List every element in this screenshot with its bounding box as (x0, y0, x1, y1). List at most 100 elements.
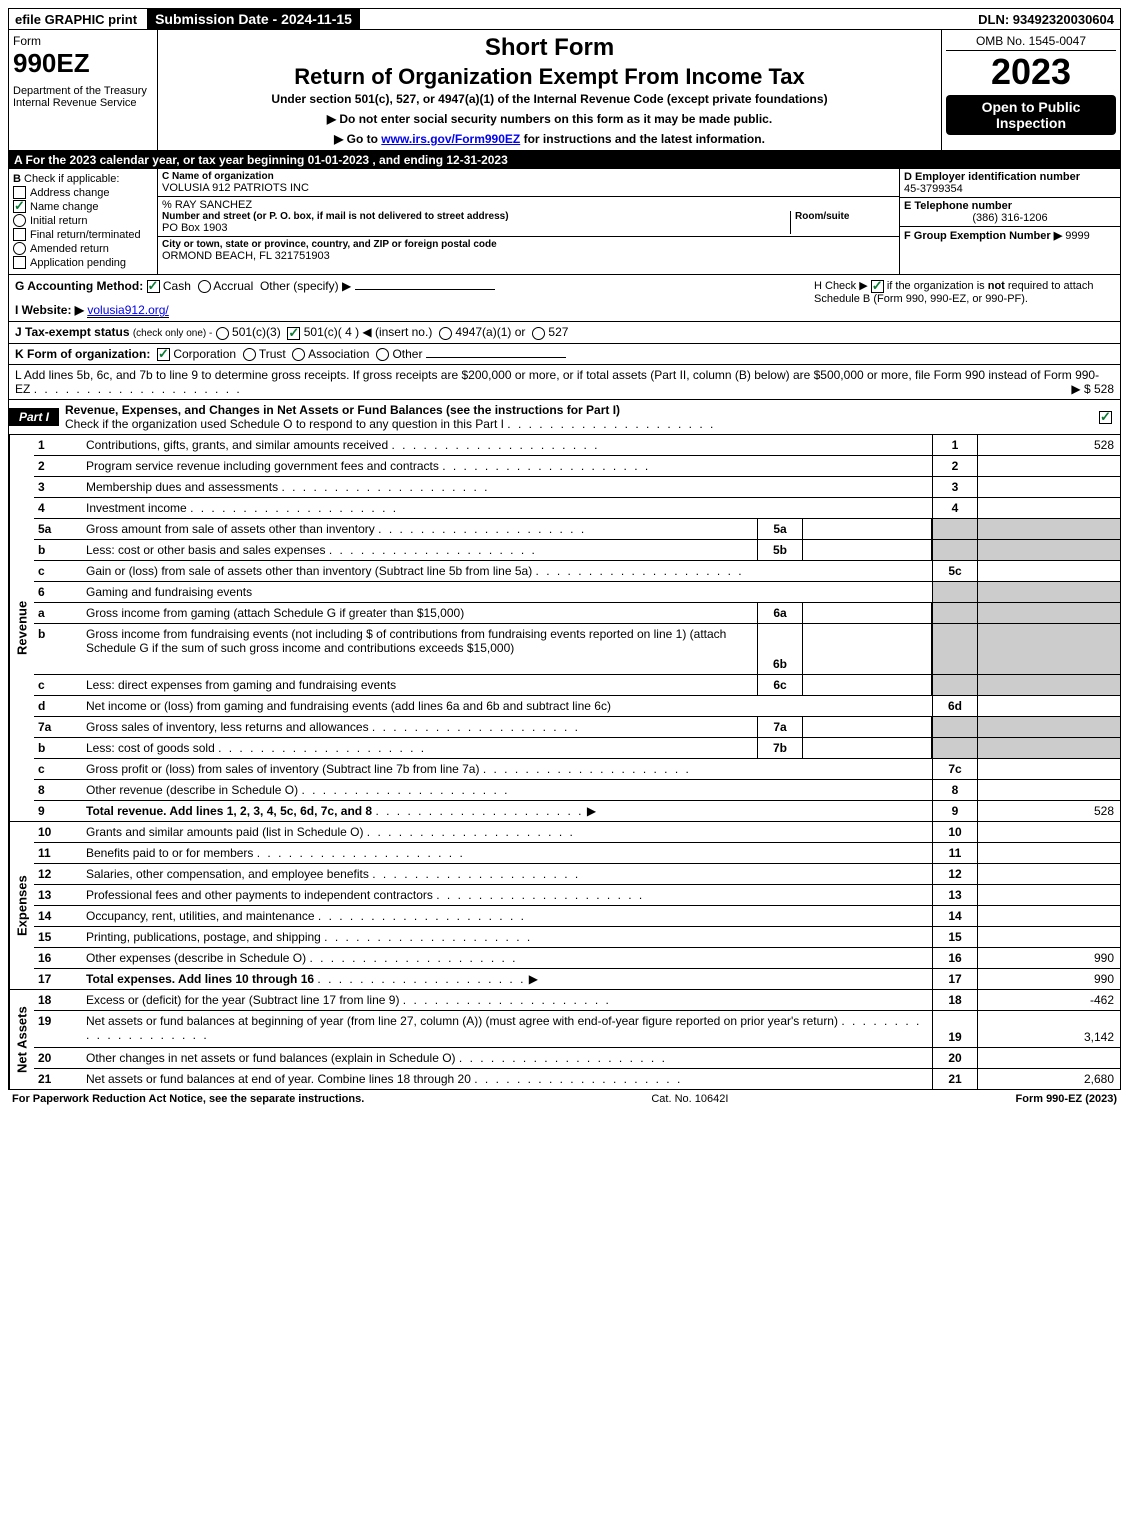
footer-right: Form 990-EZ (2023) (1016, 1093, 1118, 1105)
rb-trust[interactable] (243, 348, 256, 361)
ln10-val (977, 822, 1120, 842)
h-label: H Check ▶ (814, 280, 868, 292)
rb-association[interactable] (292, 348, 305, 361)
ln19-rn: 19 (932, 1011, 977, 1047)
ln21-desc: Net assets or fund balances at end of ye… (86, 1072, 471, 1086)
b-check-label: Check if applicable: (24, 173, 119, 185)
ln11-desc: Benefits paid to or for members (86, 846, 253, 860)
org-name: VOLUSIA 912 PATRIOTS INC (162, 182, 895, 194)
cb-accrual[interactable] (198, 280, 211, 293)
revenue-section: Revenue 1Contributions, gifts, grants, a… (8, 435, 1121, 822)
ln15-rn: 15 (932, 927, 977, 947)
cb-schedule-o[interactable] (1099, 411, 1112, 424)
rb-527[interactable] (532, 327, 545, 340)
ln5a-sub: 5a (757, 519, 803, 539)
ln19-desc: Net assets or fund balances at beginning… (86, 1014, 838, 1028)
irs-link[interactable]: www.irs.gov/Form990EZ (381, 132, 520, 146)
cb-initial-return[interactable] (13, 214, 26, 227)
ln16-val: 990 (977, 948, 1120, 968)
rb-501c3[interactable] (216, 327, 229, 340)
ln10-num: 10 (34, 822, 82, 842)
ln16-num: 16 (34, 948, 82, 968)
ln8-desc: Other revenue (describe in Schedule O) (86, 783, 298, 797)
ln6c-desc: Less: direct expenses from gaming and fu… (86, 678, 396, 692)
ln7c-desc: Gross profit or (loss) from sales of inv… (86, 762, 479, 776)
ln10-desc: Grants and similar amounts paid (list in… (86, 825, 363, 839)
ln7c-val (977, 759, 1120, 779)
ln17-num: 17 (34, 969, 82, 989)
street-label: Number and street (or P. O. box, if mail… (162, 211, 790, 222)
rb-other[interactable] (376, 348, 389, 361)
street: PO Box 1903 (162, 222, 790, 234)
ln17-desc: Total expenses. Add lines 10 through 16 (86, 972, 314, 986)
cb-schedule-b[interactable] (871, 280, 884, 293)
cb-label-initial: Initial return (30, 215, 87, 227)
ln4-rn: 4 (932, 498, 977, 518)
website-link[interactable]: volusia912.org/ (87, 303, 168, 318)
ln19-num: 19 (34, 1011, 82, 1047)
ln9-val: 528 (977, 801, 1120, 821)
part1-badge: Part I (9, 408, 59, 426)
omb-number: OMB No. 1545-0047 (946, 34, 1116, 51)
ln13-num: 13 (34, 885, 82, 905)
ln7a-num: 7a (34, 717, 82, 737)
j-opt2: 4947(a)(1) or (455, 325, 525, 339)
form-label: Form (13, 34, 153, 48)
j-opt0: 501(c)(3) (232, 325, 281, 339)
j-note: (check only one) - (133, 328, 212, 339)
ln5a-num: 5a (34, 519, 82, 539)
cb-corporation[interactable] (157, 348, 170, 361)
ln15-desc: Printing, publications, postage, and shi… (86, 930, 321, 944)
efile-label: efile GRAPHIC print (9, 10, 143, 29)
cb-final-return[interactable] (13, 228, 26, 241)
ln8-val (977, 780, 1120, 800)
g-other-input[interactable] (355, 289, 495, 290)
inspection-badge: Open to Public Inspection (946, 95, 1116, 135)
ln7b-sub: 7b (757, 738, 803, 758)
ln4-val (977, 498, 1120, 518)
ln13-rn: 13 (932, 885, 977, 905)
cb-cash[interactable] (147, 280, 160, 293)
i-label: I Website: ▶ (15, 303, 84, 317)
k-label: K Form of organization: (15, 347, 150, 361)
cb-label-name: Name change (30, 201, 99, 213)
ln7c-rn: 7c (932, 759, 977, 779)
ln7b-num: b (34, 738, 82, 758)
ln3-rn: 3 (932, 477, 977, 497)
ln6-desc: Gaming and fundraising events (82, 582, 932, 602)
ln5a-subval (803, 519, 932, 539)
cb-501c[interactable] (287, 327, 300, 340)
ln6c-num: c (34, 675, 82, 695)
cb-label-final: Final return/terminated (30, 229, 141, 241)
ln21-val: 2,680 (977, 1069, 1120, 1089)
part1-dots (507, 417, 715, 431)
cb-name-change[interactable] (13, 200, 26, 213)
ln5c-rn: 5c (932, 561, 977, 581)
ln15-num: 15 (34, 927, 82, 947)
ln3-num: 3 (34, 477, 82, 497)
ln14-rn: 14 (932, 906, 977, 926)
revenue-side-label: Revenue (9, 435, 34, 821)
ln7a-sub: 7a (757, 717, 803, 737)
cb-amended-return[interactable] (13, 242, 26, 255)
title-short-form: Short Form (166, 34, 933, 62)
ln3-val (977, 477, 1120, 497)
ln7b-subval (803, 738, 932, 758)
form-number: 990EZ (13, 48, 153, 79)
ln9-num: 9 (34, 801, 82, 821)
ln20-val (977, 1048, 1120, 1068)
netassets-section: Net Assets 18Excess or (deficit) for the… (8, 990, 1121, 1090)
ln7c-num: c (34, 759, 82, 779)
cb-label-pending: Application pending (30, 257, 126, 269)
cb-application-pending[interactable] (13, 256, 26, 269)
city-label: City or town, state or province, country… (162, 239, 895, 250)
header-right: OMB No. 1545-0047 2023 Open to Public In… (941, 30, 1120, 150)
k-opt0: Corporation (173, 347, 236, 361)
section-k: K Form of organization: Corporation Trus… (8, 344, 1121, 365)
ghi-box: G Accounting Method: Cash Accrual Other … (8, 275, 1121, 322)
ln13-desc: Professional fees and other payments to … (86, 888, 433, 902)
rb-4947[interactable] (439, 327, 452, 340)
ln5b-sub: 5b (757, 540, 803, 560)
ln5a-desc: Gross amount from sale of assets other t… (86, 522, 375, 536)
k-other-input[interactable] (426, 357, 566, 358)
